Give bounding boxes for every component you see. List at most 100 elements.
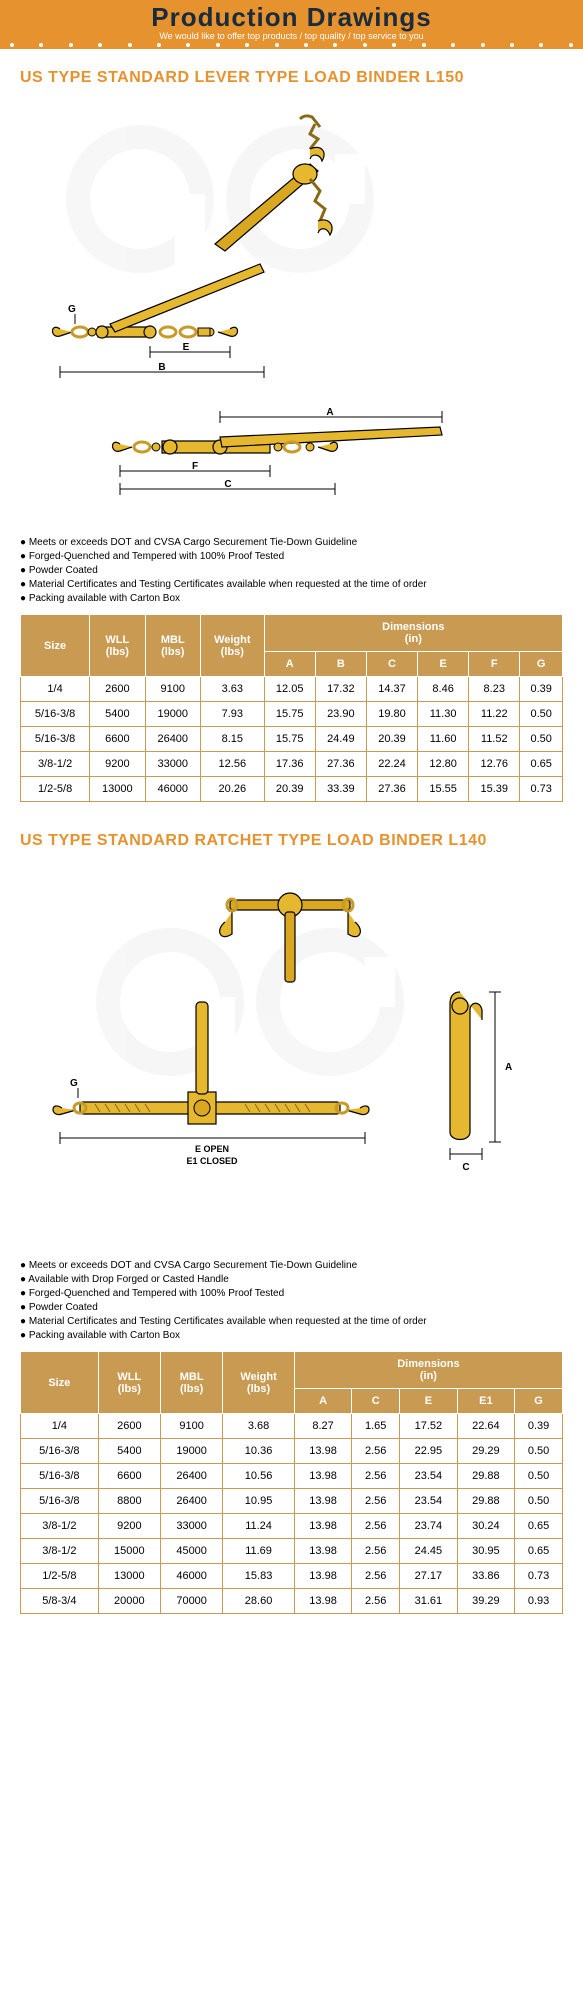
table-cell: 30.95 <box>457 1539 514 1564</box>
header-title: Production Drawings <box>0 2 583 33</box>
bullet-item: Forged-Quenched and Tempered with 100% P… <box>20 550 563 564</box>
table-row: 5/16-3/854001900010.3613.982.5622.9529.2… <box>21 1439 563 1464</box>
table-cell: 24.49 <box>315 727 366 752</box>
table-cell: 20.39 <box>264 777 315 802</box>
header-banner: Production Drawings We would like to off… <box>0 0 583 49</box>
table-cell: 28.60 <box>223 1589 295 1614</box>
table-cell: 11.52 <box>469 727 520 752</box>
table-cell: 29.88 <box>457 1464 514 1489</box>
table-row: 1/2-5/8130004600015.8313.982.5627.1733.8… <box>21 1564 563 1589</box>
bullet-item: Material Certificates and Testing Certif… <box>20 1315 563 1329</box>
table-cell: 1/2-5/8 <box>21 777 90 802</box>
table-cell: 3.68 <box>223 1414 295 1439</box>
table-header-dim: E <box>400 1389 457 1414</box>
table-cell: 13.98 <box>294 1514 351 1539</box>
table-cell: 0.50 <box>515 1464 563 1489</box>
table-cell: 2.56 <box>352 1439 400 1464</box>
table-cell: 19000 <box>160 1439 222 1464</box>
table-cell: 0.65 <box>515 1539 563 1564</box>
table-cell: 3.63 <box>200 677 264 702</box>
bullet-item: Material Certificates and Testing Certif… <box>20 578 563 592</box>
svg-text:G: G <box>70 1078 78 1089</box>
table-cell: 17.32 <box>315 677 366 702</box>
table-cell: 10.95 <box>223 1489 295 1514</box>
table-cell: 20.39 <box>366 727 417 752</box>
table-header-dim: C <box>366 652 417 677</box>
product2-table: SizeWLL(lbs)MBL(lbs)Weight(lbs)Dimension… <box>20 1351 563 1614</box>
table-cell: 0.65 <box>515 1514 563 1539</box>
table-cell: 22.64 <box>457 1414 514 1439</box>
product2-title: US TYPE STANDARD RATCHET TYPE LOAD BINDE… <box>20 832 563 850</box>
table-cell: 31.61 <box>400 1589 457 1614</box>
table-cell: 13000 <box>90 777 145 802</box>
table-cell: 9200 <box>90 752 145 777</box>
table-cell: 29.29 <box>457 1439 514 1464</box>
table-header-dim: E1 <box>457 1389 514 1414</box>
header-subtitle: We would like to offer top products / to… <box>0 31 583 41</box>
svg-text:G: G <box>68 304 76 315</box>
table-cell: 19.80 <box>366 702 417 727</box>
table-cell: 45000 <box>160 1539 222 1564</box>
svg-text:B: B <box>158 362 165 373</box>
table-cell: 9100 <box>145 677 200 702</box>
table-cell: 12.56 <box>200 752 264 777</box>
table-cell: 12.76 <box>469 752 520 777</box>
table-cell: 12.80 <box>418 752 469 777</box>
table-cell: 15.75 <box>264 702 315 727</box>
table-cell: 20.26 <box>200 777 264 802</box>
table-header: Size <box>21 615 90 677</box>
product1-diagram: G E B <box>20 99 563 524</box>
product2-bullets: Meets or exceeds DOT and CVSA Cargo Secu… <box>20 1259 563 1343</box>
table-header-dimensions: Dimensions(in) <box>264 615 562 652</box>
bullet-item: Available with Drop Forged or Casted Han… <box>20 1273 563 1287</box>
table-header: Weight(lbs) <box>200 615 264 677</box>
table-cell: 2.56 <box>352 1464 400 1489</box>
table-cell: 0.50 <box>520 702 563 727</box>
table-cell: 8.46 <box>418 677 469 702</box>
table-cell: 29.88 <box>457 1489 514 1514</box>
table-cell: 23.74 <box>400 1514 457 1539</box>
table-cell: 8.15 <box>200 727 264 752</box>
table-cell: 13.98 <box>294 1439 351 1464</box>
table-cell: 14.37 <box>366 677 417 702</box>
product1-diagram-svg: G E B <box>20 99 563 519</box>
table-header-dim: C <box>352 1389 400 1414</box>
bullet-item: Meets or exceeds DOT and CVSA Cargo Secu… <box>20 536 563 550</box>
table-header-dim: G <box>515 1389 563 1414</box>
table-cell: 46000 <box>160 1564 222 1589</box>
table-cell: 13.98 <box>294 1564 351 1589</box>
table-cell: 17.36 <box>264 752 315 777</box>
table-cell: 5400 <box>90 702 145 727</box>
table-cell: 5/16-3/8 <box>21 702 90 727</box>
bullet-item: Packing available with Carton Box <box>20 1329 563 1343</box>
table-cell: 20000 <box>98 1589 160 1614</box>
table-header-dim: B <box>315 652 366 677</box>
svg-text:C: C <box>462 1162 469 1173</box>
table-header: Weight(lbs) <box>223 1352 295 1414</box>
table-cell: 13.98 <box>294 1589 351 1614</box>
table-cell: 33000 <box>145 752 200 777</box>
table-row: 5/16-3/86600264008.1515.7524.4920.3911.6… <box>21 727 563 752</box>
table-cell: 5/16-3/8 <box>21 1439 99 1464</box>
table-row: 1/2-5/8130004600020.2620.3933.3927.3615.… <box>21 777 563 802</box>
table-cell: 10.36 <box>223 1439 295 1464</box>
table-cell: 15.39 <box>469 777 520 802</box>
table-cell: 6600 <box>90 727 145 752</box>
table-cell: 9100 <box>160 1414 222 1439</box>
table-cell: 23.54 <box>400 1489 457 1514</box>
table-cell: 2.56 <box>352 1539 400 1564</box>
table-row: 5/16-3/866002640010.5613.982.5623.5429.8… <box>21 1464 563 1489</box>
bullet-item: Forged-Quenched and Tempered with 100% P… <box>20 1287 563 1301</box>
table-cell: 15.55 <box>418 777 469 802</box>
svg-text:F: F <box>192 461 198 472</box>
table-cell: 1/4 <box>21 1414 99 1439</box>
table-cell: 27.17 <box>400 1564 457 1589</box>
table-cell: 27.36 <box>366 777 417 802</box>
table-cell: 6600 <box>98 1464 160 1489</box>
svg-text:E: E <box>183 342 190 353</box>
table-header: Size <box>21 1352 99 1414</box>
table-cell: 11.30 <box>418 702 469 727</box>
header-dots <box>0 41 583 47</box>
table-cell: 5/16-3/8 <box>21 727 90 752</box>
bullet-item: Powder Coated <box>20 1301 563 1315</box>
